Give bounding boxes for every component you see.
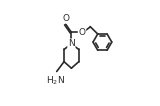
- Text: O: O: [79, 28, 85, 37]
- Text: O: O: [62, 14, 69, 23]
- Text: H$_2$N: H$_2$N: [47, 74, 65, 87]
- Text: N: N: [68, 39, 75, 48]
